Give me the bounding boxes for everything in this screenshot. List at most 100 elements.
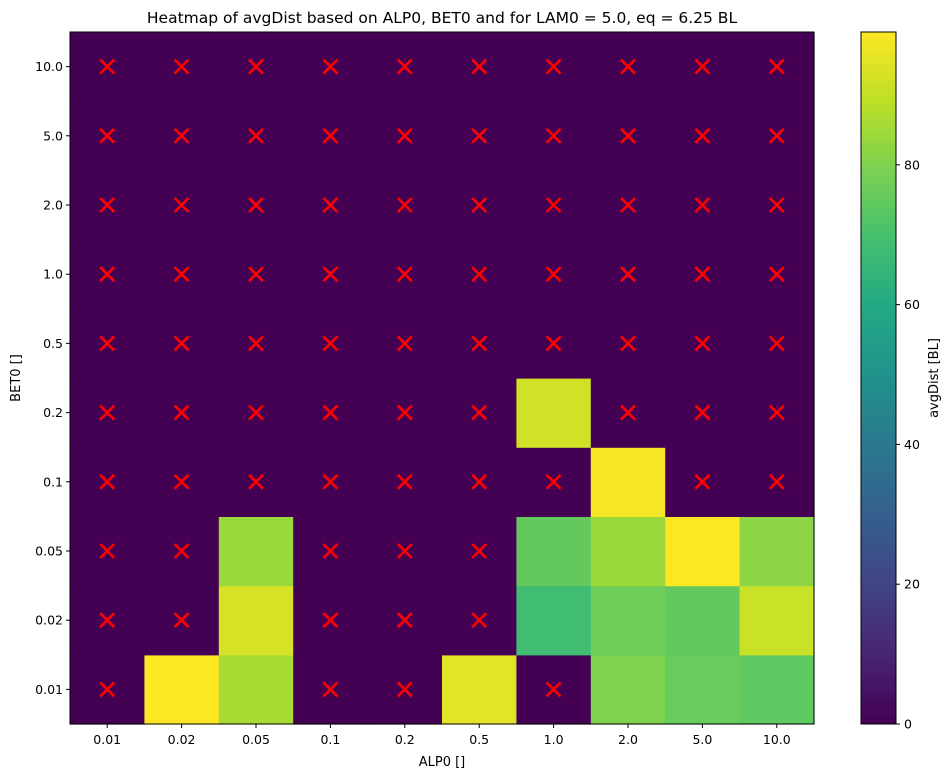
marker-x bbox=[99, 127, 116, 144]
heatmap-cell bbox=[665, 654, 741, 725]
marker-x bbox=[694, 404, 711, 421]
marker-x bbox=[620, 404, 636, 421]
marker-x bbox=[99, 58, 116, 75]
marker-x bbox=[322, 473, 339, 490]
marker-x bbox=[173, 266, 190, 283]
colorbar-axis: 0 20 40 60 80 bbox=[896, 157, 920, 732]
heatmap-cell bbox=[218, 654, 294, 725]
colorbar-label: avgDist [BL] bbox=[927, 338, 942, 418]
chart-title: Heatmap of avgDist based on ALP0, BET0 a… bbox=[147, 9, 738, 27]
marker-x bbox=[322, 266, 339, 283]
marker-x bbox=[471, 543, 488, 559]
marker-x bbox=[99, 612, 116, 629]
x-tick-label: 0.02 bbox=[168, 732, 196, 747]
marker-x bbox=[173, 612, 190, 629]
heatmap-cell bbox=[516, 585, 592, 656]
marker-x bbox=[471, 266, 488, 283]
marker-x bbox=[99, 681, 116, 698]
marker-x bbox=[471, 335, 488, 352]
marker-x bbox=[248, 335, 264, 352]
marker-x bbox=[248, 127, 264, 144]
heatmap-cell bbox=[739, 654, 815, 725]
y-tick-label: 10.0 bbox=[35, 59, 63, 74]
marker-x bbox=[471, 473, 488, 490]
marker-x bbox=[396, 612, 413, 629]
heatmap-cell bbox=[218, 516, 294, 587]
marker-x bbox=[768, 404, 785, 421]
marker-x bbox=[322, 612, 339, 629]
marker-x bbox=[173, 404, 190, 421]
heatmap-cell bbox=[665, 585, 741, 656]
marker-x bbox=[322, 335, 339, 352]
x-axis: 0.01 0.02 0.05 0.1 0.2 0.5 1.0 2.0 5.0 10.0 bbox=[93, 724, 791, 747]
marker-x bbox=[620, 266, 636, 283]
heatmap-cell bbox=[218, 585, 294, 656]
x-axis-label: ALP0 [] bbox=[419, 755, 466, 770]
marker-x bbox=[768, 335, 785, 352]
marker-x bbox=[768, 58, 785, 75]
marker-x bbox=[248, 58, 264, 75]
marker-x bbox=[620, 335, 636, 352]
heatmap-cell bbox=[144, 654, 220, 725]
marker-x bbox=[471, 197, 488, 213]
y-axis-label: BET0 [] bbox=[9, 354, 24, 402]
marker-x bbox=[173, 197, 190, 213]
x-tick-label: 1.0 bbox=[544, 732, 564, 747]
marker-x bbox=[322, 58, 339, 75]
marker-x bbox=[620, 127, 636, 144]
marker-x bbox=[396, 197, 413, 213]
marker-x bbox=[322, 404, 339, 421]
heatmap-cell bbox=[665, 516, 741, 587]
y-tick-label: 0.5 bbox=[43, 336, 63, 351]
marker-x bbox=[396, 543, 413, 559]
marker-x bbox=[248, 197, 264, 213]
x-tick-label: 10.0 bbox=[763, 732, 791, 747]
colorbar-tick-label: 0 bbox=[904, 717, 912, 732]
heatmap-cell bbox=[516, 378, 592, 448]
marker-x bbox=[768, 127, 785, 144]
marker-x bbox=[471, 404, 488, 421]
y-tick-label: 2.0 bbox=[43, 198, 63, 213]
marker-x bbox=[694, 266, 711, 283]
y-tick-label: 1.0 bbox=[43, 267, 63, 282]
y-tick-label: 0.2 bbox=[43, 405, 63, 420]
marker-x bbox=[694, 127, 711, 144]
marker-x bbox=[545, 266, 562, 283]
marker-x bbox=[396, 404, 413, 421]
marker-x bbox=[471, 612, 488, 629]
marker-x bbox=[173, 335, 190, 352]
marker-x bbox=[396, 681, 413, 698]
marker-x bbox=[768, 473, 785, 490]
marker-x bbox=[694, 197, 711, 213]
marker-x bbox=[396, 335, 413, 352]
marker-x bbox=[99, 197, 116, 213]
heatmap-cell bbox=[442, 654, 517, 725]
marker-x bbox=[620, 197, 636, 213]
y-tick-label: 5.0 bbox=[43, 128, 63, 143]
marker-x bbox=[173, 543, 190, 559]
marker-x bbox=[545, 473, 562, 490]
marker-x bbox=[99, 473, 116, 490]
heatmap-cell bbox=[590, 516, 666, 587]
heatmap-cell bbox=[516, 516, 592, 587]
colorbar-tick-label: 40 bbox=[904, 437, 920, 452]
marker-x bbox=[99, 335, 116, 352]
marker-x bbox=[545, 681, 562, 698]
marker-x bbox=[768, 266, 785, 283]
marker-x bbox=[545, 127, 562, 144]
marker-layer bbox=[99, 58, 785, 698]
marker-x bbox=[396, 473, 413, 490]
marker-x bbox=[471, 127, 488, 144]
marker-x bbox=[99, 543, 116, 559]
x-tick-label: 0.05 bbox=[242, 732, 270, 747]
marker-x bbox=[396, 58, 413, 75]
marker-x bbox=[768, 197, 785, 213]
x-tick-label: 5.0 bbox=[692, 732, 712, 747]
x-tick-label: 0.5 bbox=[469, 732, 489, 747]
heatmap-cell bbox=[590, 447, 666, 517]
marker-x bbox=[248, 473, 264, 490]
marker-x bbox=[545, 335, 562, 352]
marker-x bbox=[620, 58, 636, 75]
marker-x bbox=[694, 335, 711, 352]
